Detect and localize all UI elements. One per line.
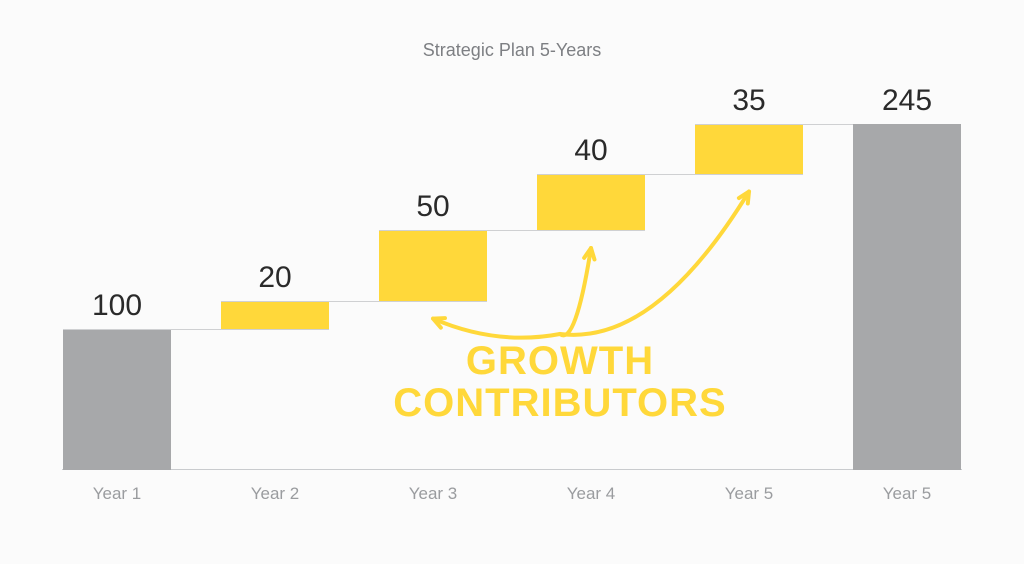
x-axis-line <box>62 469 962 470</box>
bar-value-label: 20 <box>221 263 329 293</box>
x-axis-category-label: Year 2 <box>201 484 349 504</box>
bar-value-label: 35 <box>695 86 803 116</box>
x-axis-category-label: Year 3 <box>359 484 507 504</box>
waterfall-bar <box>695 124 803 173</box>
chart-page: Strategic Plan 5-Years 100Year 120Year 2… <box>0 0 1024 564</box>
callout-line-2: CONTRIBUTORS <box>110 382 1010 424</box>
bar-value-label: 50 <box>379 192 487 222</box>
growth-contributors-callout: GROWTHCONTRIBUTORS <box>110 340 1010 424</box>
waterfall-bar <box>221 301 329 329</box>
x-axis-category-label: Year 1 <box>43 484 191 504</box>
waterfall-bar <box>379 230 487 301</box>
x-axis-category-label: Year 5 <box>833 484 981 504</box>
waterfall-bar <box>537 174 645 230</box>
chart-title: Strategic Plan 5-Years <box>0 40 1024 61</box>
bar-value-label: 245 <box>853 86 961 116</box>
x-axis-category-label: Year 4 <box>517 484 665 504</box>
x-axis-category-label: Year 5 <box>675 484 823 504</box>
bar-value-label: 100 <box>63 291 171 321</box>
callout-line-1: GROWTH <box>110 340 1010 382</box>
bar-value-label: 40 <box>537 136 645 166</box>
waterfall-plot: 100Year 120Year 250Year 340Year 435Year … <box>62 110 962 470</box>
